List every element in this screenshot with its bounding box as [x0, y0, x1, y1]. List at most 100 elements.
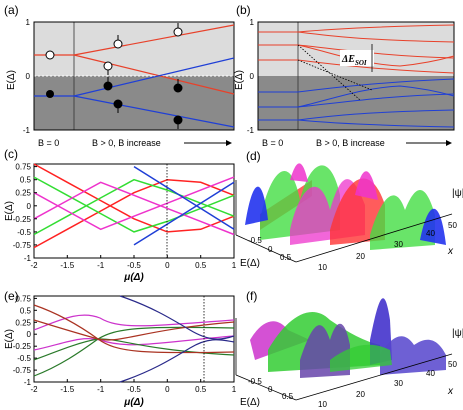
panel-f-xtick-50: 50: [448, 360, 457, 369]
panel-c-series-1: [33, 163, 235, 233]
panel-f-green-sheet-2: [330, 344, 392, 372]
panel-b-annotation-box: [340, 50, 374, 66]
panel-d-xlabel: x: [447, 246, 454, 257]
panel-e-xtick: 0.5: [195, 385, 207, 394]
panel-f-etick-1: 0: [268, 385, 273, 394]
panel-a-caption-right: B > 0, B increase: [92, 138, 161, 148]
panel-c-series-4: [33, 181, 235, 236]
panel-b-caption-right: B > 0, B increase: [316, 138, 385, 148]
panel-a-lower-falling: [73, 95, 235, 128]
panel-d-e-axis: [235, 234, 297, 263]
panel-f-blue-sheet: [380, 336, 446, 375]
panel-d-magenta-peak: [290, 163, 308, 182]
panel-c-series-7: [133, 165, 235, 230]
panel-c-yticks: 0.75 0.5 0.25 0 -0.25 -0.5 -0.75 -1: [13, 163, 37, 263]
panel-c-xtick: 0: [165, 261, 170, 270]
panel-e-ytick: -0.75: [13, 366, 32, 375]
panel-e-ylabel: E(Δ): [4, 329, 15, 349]
panel-d-xtick-30: 30: [394, 240, 403, 249]
panel-d-xtick-10: 10: [318, 263, 327, 272]
panel-e-ytick: 0.75: [15, 294, 31, 303]
panel-e-xtick: -0.5: [127, 385, 141, 394]
panel-c-ytick: -0.5: [17, 228, 31, 237]
panel-a-marker-open: [45, 50, 55, 60]
panel-c-series-5: [33, 176, 235, 231]
panel-f-xtick-30: 30: [394, 379, 403, 388]
panel-e-ytick: 0: [27, 330, 32, 339]
panel-c-ytick: 0.5: [20, 176, 32, 185]
panel-d-label: (d): [246, 149, 261, 163]
panel-e-ytick: 0.5: [20, 306, 32, 315]
panel-d-xtick-40: 40: [426, 229, 435, 238]
panel-c-xtick: -2: [30, 261, 38, 270]
panel-f-xlabel: x: [447, 386, 454, 397]
panel-b-ytick-0: 0: [250, 72, 255, 81]
panel-d-surface: [245, 163, 446, 250]
panel-f-xtick-10: 10: [318, 400, 327, 409]
panel-f-x-axis: [295, 353, 453, 401]
panel-d-etick-0: -0.5: [248, 236, 262, 245]
panel-f: (f) |ψ|² E(Δ) -0.5 0 0.5 10 20 30 40 50 …: [235, 289, 463, 409]
panel-e-curve-magenta-1: [33, 314, 235, 331]
panel-d-etick-2: 0.5: [280, 253, 292, 262]
panel-c-xtick: -1: [97, 261, 105, 270]
panel-b-lower-bands: [258, 78, 455, 128]
panel-f-e-axis: [235, 374, 297, 401]
panel-d-green-sheet-2: [370, 190, 435, 250]
panel-b-ytick-1: 1: [250, 18, 255, 27]
panel-a-ylabel: E(Δ): [6, 70, 17, 90]
panel-b-lower-background: [258, 76, 454, 130]
panel-c-ylabel: E(Δ): [4, 201, 15, 221]
panel-e-curve-blue-2: [119, 339, 235, 383]
panel-b-annotation: ΔESOI: [341, 54, 367, 67]
panel-c-ytick: -1: [24, 254, 32, 263]
panel-a-ytick-0: 0: [26, 72, 31, 81]
panel-f-surface: [250, 298, 446, 378]
panel-d-xtick-20: 20: [356, 252, 365, 261]
panel-c-ytick: 0.75: [15, 163, 31, 172]
panel-d-blue-peak-left: [245, 186, 268, 225]
panel-f-label: (f): [246, 289, 257, 303]
panel-e-xticks: -2 -1.5 -1 -0.5 0 0.5 1: [30, 379, 237, 394]
panel-e-xtick: -2: [30, 385, 38, 394]
panel-a-upper-rising: [73, 24, 235, 56]
panel-a: (a) 1 0 -1: [4, 3, 235, 148]
panel-c-series-0: [33, 178, 235, 249]
panel-e-ytick: -0.25: [13, 342, 32, 351]
panel-b: (b) ΔESOI 1 0 -1 E(Δ) B = 0 B > 0, B inc…: [234, 3, 455, 148]
panel-a-ytick-m1: -1: [23, 126, 31, 135]
panel-e-xtick: -1.5: [60, 385, 74, 394]
panel-e-xtick: -1: [97, 385, 105, 394]
panel-c-xtick: -1.5: [60, 261, 74, 270]
panel-c: (c) 0.750.50.250-0.25-0.5-0.75-1 -2 -1.5-…: [4, 147, 237, 283]
panel-f-elabel: E(Δ): [240, 397, 260, 408]
panel-e-curves: [33, 295, 235, 383]
panel-b-label: (b): [236, 3, 251, 17]
panel-a-marker-filled: [46, 90, 54, 98]
panel-a-ytick-1: 1: [26, 18, 31, 27]
panel-f-etick-0: -0.5: [248, 377, 262, 386]
panel-a-arrow-head: [226, 140, 232, 146]
panel-f-xtick-20: 20: [356, 390, 365, 399]
panel-d-xtick-50: 50: [448, 221, 457, 230]
panel-c-ytick: 0: [27, 202, 32, 211]
panel-b-ylabel: E(Δ): [234, 70, 245, 90]
panel-e-label: (e): [4, 289, 19, 303]
panel-f-xtick-40: 40: [426, 369, 435, 378]
panel-e-ytick: 0.25: [15, 318, 31, 327]
panel-e-curve-red-2: [33, 319, 235, 341]
panel-e-ytick: -0.5: [17, 354, 31, 363]
panel-e-curve-green-2: [33, 326, 235, 377]
panel-b-arrow-head: [446, 140, 452, 146]
panel-b-upper-background: [258, 22, 454, 76]
panel-c-ytick: -0.25: [13, 215, 32, 224]
panel-b-caption-left: B = 0: [262, 138, 283, 148]
panel-c-label: (c): [4, 147, 18, 161]
panel-c-xticks: -2 -1.5 -1 -0.5 0 0.5 1: [30, 255, 237, 270]
panel-b-dotted-guides: [297, 44, 373, 101]
panel-c-xlabel: μ(Δ): [123, 272, 144, 283]
panel-e-ytick: -1: [24, 378, 32, 387]
panel-c-ytick: -0.75: [13, 241, 32, 250]
panel-e-curve-red-1: [33, 304, 235, 354]
